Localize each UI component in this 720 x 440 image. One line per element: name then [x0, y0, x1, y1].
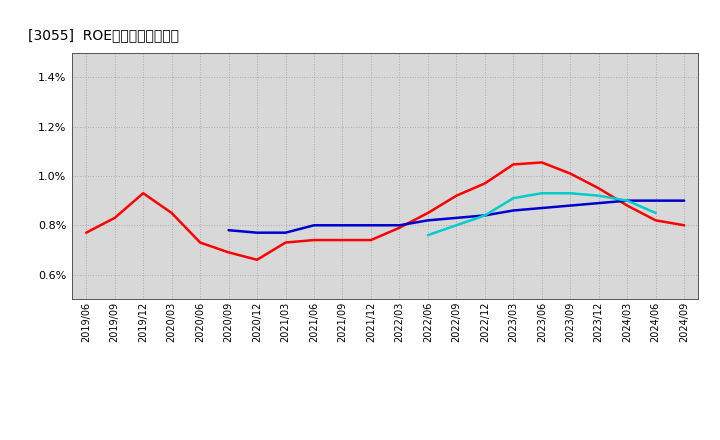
Legend: 3年, 5年, 7年, 10年: 3年, 5年, 7年, 10年 — [207, 434, 563, 440]
Text: [3055]  ROEの標準偏差の推移: [3055] ROEの標準偏差の推移 — [28, 28, 179, 42]
